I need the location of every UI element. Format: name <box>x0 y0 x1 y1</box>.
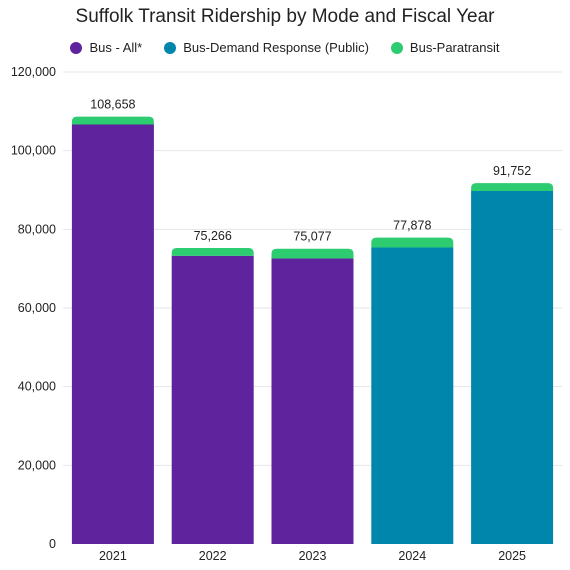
legend-label-paratransit: Bus-Paratransit <box>409 40 500 55</box>
y-tick-label: 100,000 <box>11 144 56 158</box>
legend-item-bus-all: Bus - All* <box>70 40 142 55</box>
legend-label-demand-response: Bus-Demand Response (Public) <box>183 40 369 55</box>
bar-total-label: 91,752 <box>493 164 531 178</box>
bar-segment <box>71 124 154 545</box>
bar-total-label: 75,266 <box>194 229 232 243</box>
x-tick-label: 2021 <box>99 549 127 563</box>
y-tick-label: 20,000 <box>18 458 56 472</box>
legend-swatch-bus-all <box>70 41 83 54</box>
bar-segment <box>271 248 354 259</box>
bar-segment <box>471 190 554 544</box>
legend: Bus - All* Bus-Demand Response (Public) … <box>0 40 570 55</box>
bar-segment <box>171 247 254 256</box>
y-tick-label: 0 <box>49 537 56 551</box>
bar-total-label: 77,878 <box>393 219 431 233</box>
legend-swatch-paratransit <box>390 41 403 54</box>
bar-total-label: 75,077 <box>293 230 331 244</box>
bar-segment <box>371 247 454 545</box>
bar-segment <box>71 116 154 125</box>
y-tick-label: 80,000 <box>18 222 56 236</box>
chart-title: Suffolk Transit Ridership by Mode and Fi… <box>75 6 495 27</box>
x-tick-label: 2023 <box>299 549 327 563</box>
x-tick-label: 2024 <box>398 549 426 563</box>
bar-segment <box>171 255 254 544</box>
bar-segment <box>371 237 454 248</box>
bar-segment <box>471 183 554 191</box>
x-tick-label: 2025 <box>498 549 526 563</box>
legend-swatch-demand-response <box>164 41 177 54</box>
y-tick-label: 60,000 <box>18 301 56 315</box>
legend-label-bus-all: Bus - All* <box>89 40 143 55</box>
bar-segment <box>271 258 354 544</box>
bar-total-label: 108,658 <box>90 98 135 112</box>
y-tick-label: 40,000 <box>18 380 56 394</box>
legend-item-paratransit: Bus-Paratransit <box>390 40 500 55</box>
y-tick-label: 120,000 <box>11 65 56 79</box>
x-tick-label: 2022 <box>199 549 227 563</box>
legend-item-demand-response: Bus-Demand Response (Public) <box>164 40 369 55</box>
